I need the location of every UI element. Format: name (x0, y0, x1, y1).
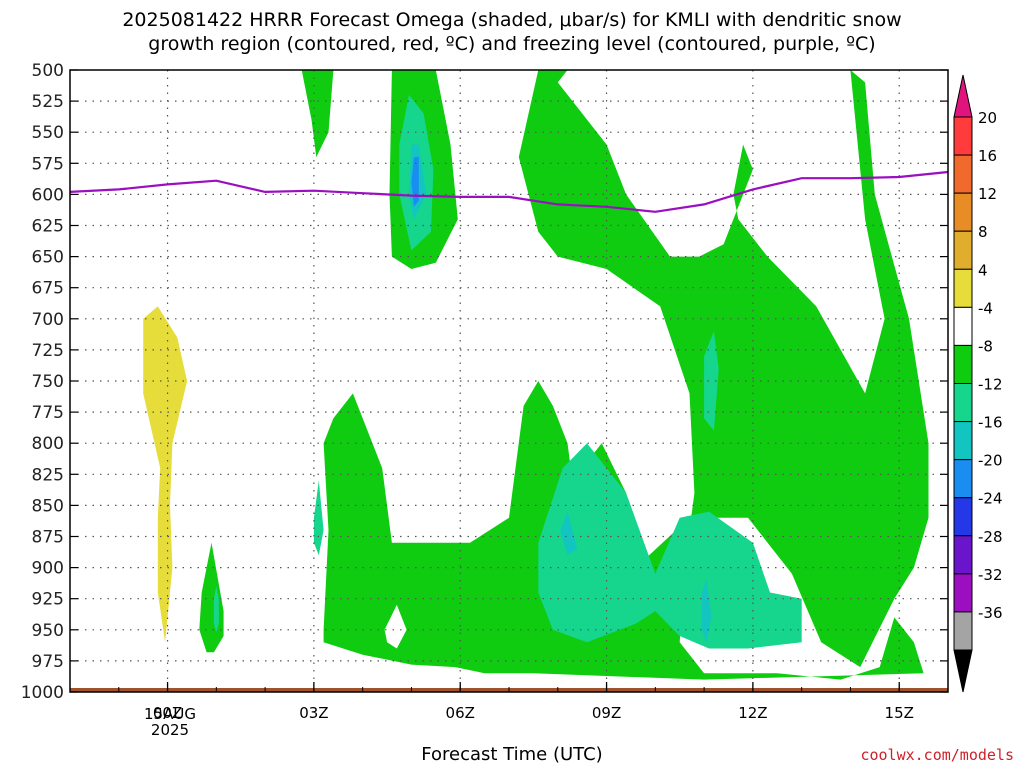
y-tick-label-700: 700 (32, 310, 64, 330)
x-tick-label-15Z: 15Z (885, 704, 914, 722)
y-tick-label-850: 850 (32, 496, 64, 516)
y-tick-label-650: 650 (32, 248, 64, 268)
omega-region-0 (143, 306, 188, 643)
colorbar-label-8: -16 (978, 414, 1003, 432)
y-tick-label-725: 725 (32, 341, 64, 361)
y-tick-label-525: 525 (32, 92, 64, 112)
y-tick-label-625: 625 (32, 217, 64, 237)
y-tick-label-550: 550 (32, 123, 64, 143)
x-axis-label: Forecast Time (UTC) (421, 744, 603, 765)
colorbar-label-7: -12 (978, 376, 1003, 394)
axes: 500 525 550 575 600 625 650 675 700 725 750 775 800 8… (21, 61, 949, 722)
y-tick-label-500: 500 (32, 61, 64, 81)
colorbar-label-13: -36 (978, 604, 1003, 622)
colorbar-label-0: 20 (978, 109, 997, 127)
chart-title: 2025081422 HRRR Forecast Omega (shaded, … (0, 8, 1024, 56)
date-line-2: 2025 (150, 721, 190, 739)
colorbar-swatch-2 (953, 192, 973, 232)
colorbar-swatch-3 (953, 230, 973, 270)
colorbar-label-2: 12 (978, 185, 997, 203)
colorbar-swatch-9 (953, 459, 973, 499)
y-tick-label-875: 875 (32, 528, 64, 548)
colorbar-swatch-7 (953, 383, 973, 423)
y-tick-label-675: 675 (32, 279, 64, 299)
omega-region-9 (313, 480, 324, 556)
colorbar-bottom-arrow (953, 649, 973, 693)
omega-hole-0 (384, 604, 407, 649)
colorbar-top-arrow (953, 74, 973, 118)
omega-region-10 (538, 443, 802, 649)
colorbar-swatch-8 (953, 421, 973, 461)
colorbar-label-10: -24 (978, 490, 1003, 508)
colorbar-label-4: 4 (978, 261, 988, 279)
y-tick-label-975: 975 (32, 652, 64, 672)
title-line-2: growth region (contoured, red, ºC) and f… (148, 33, 876, 55)
colorbar-label-5: -4 (978, 299, 993, 317)
x-tick-label-00Z: 00Z (153, 704, 182, 722)
colorbar-label-9: -20 (978, 452, 1003, 470)
omega-region-11 (560, 511, 578, 556)
x-tick-label-09Z: 09Z (592, 704, 621, 722)
x-tick-label-03Z: 03Z (299, 704, 328, 722)
omega-region-13 (704, 331, 719, 431)
colorbar: 20 16 12 8 4 -4 -8 -12 -16 -20 -24 -28 -32 -36 (953, 74, 1003, 693)
y-tick-label-600: 600 (32, 185, 64, 205)
omega-region-2 (213, 586, 219, 633)
y-tick-label-925: 925 (32, 590, 64, 610)
credit-link[interactable]: coolwx.com/models (860, 746, 1014, 764)
y-tick-label-775: 775 (32, 403, 64, 423)
colorbar-label-6: -8 (978, 337, 993, 355)
y-tick-label-800: 800 (32, 434, 64, 454)
colorbar-swatch-6 (953, 344, 973, 384)
omega-region-12 (701, 580, 712, 643)
y-tick-label-750: 750 (32, 372, 64, 392)
colorbar-label-1: 16 (978, 147, 997, 165)
freezing-level-line (69, 170, 949, 213)
y-tick-label-900: 900 (32, 559, 64, 579)
colorbar-swatch-4 (953, 268, 973, 308)
omega-region-8 (323, 70, 929, 680)
x-tick-label-12Z: 12Z (738, 704, 767, 722)
colorbar-swatch-11 (953, 535, 973, 575)
colorbar-swatch-5 (953, 306, 973, 346)
y-tick-label-950: 950 (32, 621, 64, 641)
omega-region-3 (301, 70, 334, 158)
colorbar-swatch-1 (953, 154, 973, 194)
colorbar-label-11: -28 (978, 528, 1003, 546)
colorbar-swatch-12 (953, 573, 973, 613)
y-tick-label-1000: 1000 (21, 683, 64, 703)
colorbar-label-12: -32 (978, 566, 1003, 584)
plot-area (69, 70, 949, 692)
y-tick-label-825: 825 (32, 465, 64, 485)
colorbar-label-3: 8 (978, 223, 988, 241)
colorbar-swatch-13 (953, 611, 973, 651)
y-tick-label-575: 575 (32, 154, 64, 174)
title-line-1: 2025081422 HRRR Forecast Omega (shaded, … (122, 9, 902, 31)
colorbar-swatch-10 (953, 497, 973, 537)
colorbar-swatch-0 (953, 116, 973, 156)
date-line-1: 15AUG (144, 705, 196, 723)
x-tick-label-06Z: 06Z (446, 704, 475, 722)
omega-region-7 (411, 157, 419, 207)
date-label: 15AUG 2025 (130, 706, 210, 738)
